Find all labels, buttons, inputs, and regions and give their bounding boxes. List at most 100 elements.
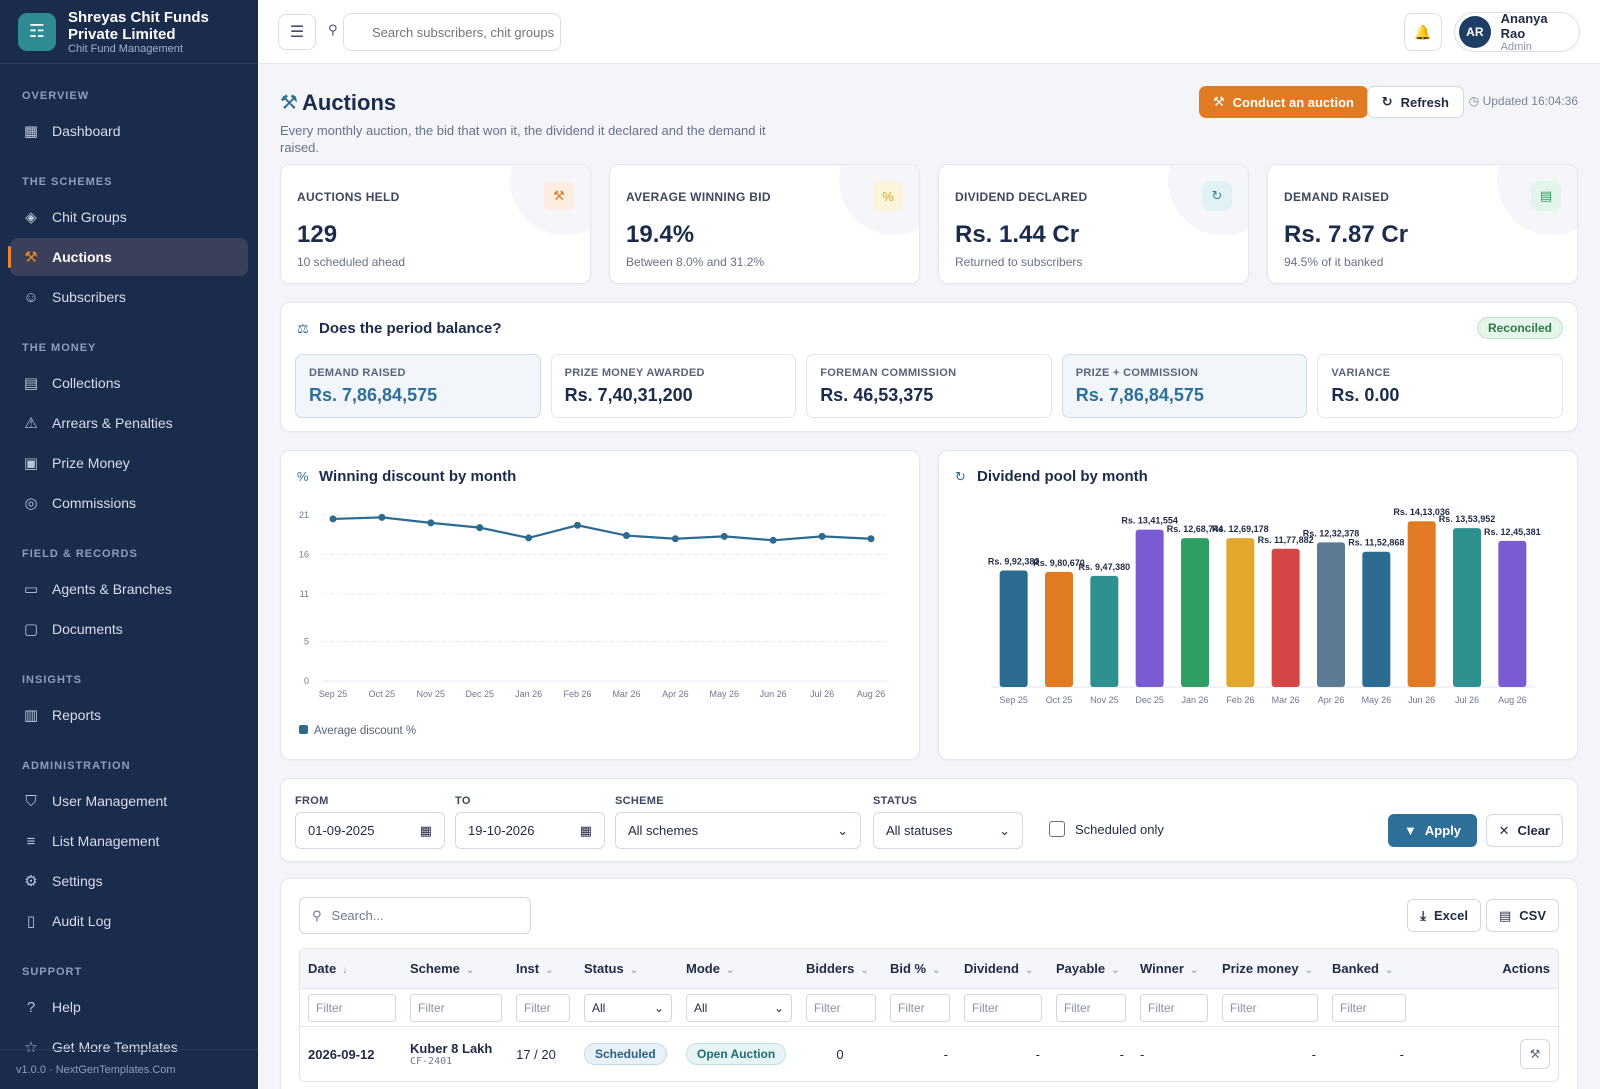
balance-item: VARIANCE Rs. 0.00 (1317, 354, 1563, 418)
column-filter-input[interactable]: Filter (308, 993, 396, 1022)
data-point[interactable] (574, 521, 582, 529)
status-select[interactable]: All statuses ⌄ (873, 812, 1023, 849)
column-filter-input[interactable]: Filter (410, 993, 502, 1022)
column-filter-select[interactable]: All ⌄ (686, 993, 792, 1022)
sidebar-item-commissions[interactable]: ◎ Commissions (10, 484, 248, 522)
column-header[interactable]: Scheme ⌄ (402, 961, 508, 976)
notifications-button[interactable]: 🔔 (1404, 13, 1442, 51)
table-row[interactable]: 2026-09-12 Kuber 8 Lakh CF-2401 17 / 20 Sche… (300, 1027, 1558, 1081)
bar[interactable] (1317, 542, 1345, 687)
to-label: TO (455, 795, 471, 807)
sidebar-item-audit-log[interactable]: ▯ Audit Log (10, 902, 248, 940)
sidebar-item-settings[interactable]: ⚙ Settings (10, 862, 248, 900)
data-point[interactable] (671, 535, 679, 543)
brand[interactable]: ☶ Shreyas Chit Funds Private Limited Chi… (0, 0, 258, 64)
bar[interactable] (1135, 529, 1164, 687)
column-filter-input[interactable]: Filter (1222, 993, 1318, 1022)
data-point[interactable] (818, 532, 826, 540)
sidebar-item-arrears-penalties[interactable]: ⚠ Arrears & Penalties (10, 404, 248, 442)
column-filter-input[interactable]: Filter (516, 993, 570, 1022)
column-header[interactable]: Date ↓ (300, 961, 402, 976)
sidebar-item-subscribers[interactable]: ☺ Subscribers (10, 278, 248, 316)
cell-scheme: Kuber 8 Lakh (410, 1041, 493, 1056)
to-date-input[interactable]: 19-10-2026 ▦ (455, 812, 605, 849)
bar[interactable] (1045, 571, 1073, 687)
data-point[interactable] (378, 513, 386, 521)
column-header[interactable]: Winner ⌄ (1132, 961, 1214, 976)
sidebar-item-user-management[interactable]: ⛉ User Management (10, 782, 248, 820)
column-filter-cell: Filter (882, 993, 956, 1022)
bar[interactable] (1226, 538, 1255, 687)
sidebar-item-prize-money[interactable]: ▣ Prize Money (10, 444, 248, 482)
data-point[interactable] (867, 535, 875, 543)
bar[interactable] (1498, 540, 1527, 687)
column-header[interactable]: Status ⌄ (576, 961, 678, 976)
scheme-select[interactable]: All schemes ⌄ (615, 812, 861, 849)
export-excel-button[interactable]: ⤓ Excel (1407, 899, 1481, 932)
column-header[interactable]: Actions (1412, 961, 1558, 976)
sidebar-item-agents-branches[interactable]: ▭ Agents & Branches (10, 570, 248, 608)
user-menu[interactable]: AR Ananya Rao Admin (1454, 11, 1580, 53)
from-date-input[interactable]: 01-09-2025 ▦ (295, 812, 445, 849)
user-role: Admin (1500, 41, 1532, 53)
balance-value: Rs. 7,40,31,200 (564, 385, 693, 405)
kpi-note: 10 scheduled ahead (297, 255, 406, 269)
column-header[interactable]: Mode ⌄ (678, 961, 798, 976)
column-header-label: Prize money (1222, 961, 1299, 976)
bar[interactable] (1181, 538, 1209, 687)
column-filter-input[interactable]: Filter (1140, 993, 1208, 1022)
column-header[interactable]: Banked ⌄ (1324, 961, 1412, 976)
column-filter-input[interactable]: Filter (964, 993, 1042, 1022)
column-filter-select[interactable]: All ⌄ (584, 993, 672, 1022)
table-search-input[interactable]: ⚲ Search... (299, 897, 531, 934)
bar[interactable] (1362, 551, 1391, 687)
bar[interactable] (1407, 521, 1436, 687)
sidebar-item-help[interactable]: ? Help (10, 988, 248, 1026)
column-header[interactable]: Payable ⌄ (1048, 961, 1132, 976)
kpi-card: ⚒ AUCTIONS HELD 129 10 scheduled ahead (280, 164, 591, 284)
bar[interactable] (1090, 575, 1119, 687)
data-point[interactable] (476, 524, 484, 532)
export-csv-button[interactable]: ▤ CSV (1485, 899, 1559, 932)
data-point[interactable] (622, 532, 630, 540)
page-title: Auctions (302, 90, 397, 115)
bar[interactable] (1271, 548, 1300, 687)
column-header[interactable]: Bid % ⌄ (882, 961, 956, 976)
data-point[interactable] (329, 515, 337, 523)
sidebar-item-label: Collections (52, 375, 121, 391)
sidebar-item-dashboard[interactable]: ▦ Dashboard (10, 112, 248, 150)
sidebar-item-chit-groups[interactable]: ◈ Chit Groups (10, 198, 248, 236)
sidebar-item-documents[interactable]: ▢ Documents (10, 610, 248, 648)
sidebar-item-list-management[interactable]: ≡ List Management (10, 822, 248, 860)
chevron-down-icon: ⌄ (629, 965, 639, 976)
column-header[interactable]: Bidders ⌄ (798, 961, 882, 976)
bar[interactable] (1453, 528, 1481, 687)
data-point[interactable] (769, 536, 777, 544)
data-point[interactable] (525, 534, 533, 542)
sidebar: ☶ Shreyas Chit Funds Private Limited Chi… (0, 0, 258, 1089)
column-header[interactable]: Prize money ⌄ (1214, 961, 1324, 976)
scheduled-only-checkbox[interactable]: Scheduled only (1049, 821, 1164, 837)
conduct-auction-button[interactable]: ⚒ Conduct an auction (1199, 86, 1368, 118)
bar[interactable] (999, 570, 1028, 687)
menu-toggle-button[interactable]: ☰ (278, 14, 316, 50)
apply-button[interactable]: ▼ Apply (1388, 814, 1477, 847)
filter-bar: FROM 01-09-2025 ▦ TO 19-10-2026 ▦ SCHEME A… (280, 778, 1578, 862)
data-point[interactable] (720, 532, 728, 540)
refresh-button[interactable]: ↻ Refresh (1366, 86, 1464, 118)
column-filter-input[interactable]: Filter (1332, 993, 1406, 1022)
sidebar-item-auctions[interactable]: ⚒ Auctions (8, 238, 248, 276)
column-filter-input[interactable]: Filter (890, 993, 950, 1022)
data-point[interactable] (427, 519, 435, 527)
clear-button[interactable]: ✕ Clear (1485, 814, 1563, 847)
sidebar-item-get-more-templates[interactable]: ☆ Get More Templates (10, 1028, 248, 1066)
sidebar-item-collections[interactable]: ▤ Collections (10, 364, 248, 402)
sidebar-item-reports[interactable]: ▥ Reports (10, 696, 248, 734)
global-search-input[interactable] (343, 13, 561, 51)
column-header[interactable]: Dividend ⌄ (956, 961, 1048, 976)
column-filter-input[interactable]: Filter (806, 993, 876, 1022)
column-header[interactable]: Inst ⌄ (508, 961, 576, 976)
column-filter-input[interactable]: Filter (1056, 993, 1126, 1022)
checkbox-box[interactable] (1049, 821, 1065, 837)
conduct-auction-row-button[interactable]: ⚒ (1520, 1039, 1550, 1069)
